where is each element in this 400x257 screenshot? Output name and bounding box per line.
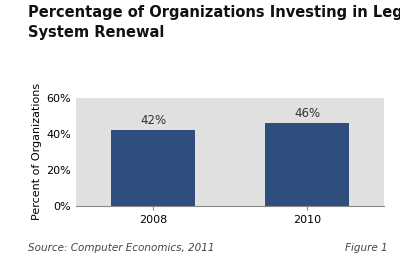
Bar xyxy=(265,123,349,206)
Y-axis label: Percent of Organizations: Percent of Organizations xyxy=(32,83,42,220)
Text: Percentage of Organizations Investing in Legacy
System Renewal: Percentage of Organizations Investing in… xyxy=(28,5,400,40)
Text: Figure 1: Figure 1 xyxy=(345,243,388,253)
Text: 42%: 42% xyxy=(140,114,166,127)
Text: Source: Computer Economics, 2011: Source: Computer Economics, 2011 xyxy=(28,243,214,253)
Text: 46%: 46% xyxy=(294,107,320,120)
Bar xyxy=(111,130,195,206)
